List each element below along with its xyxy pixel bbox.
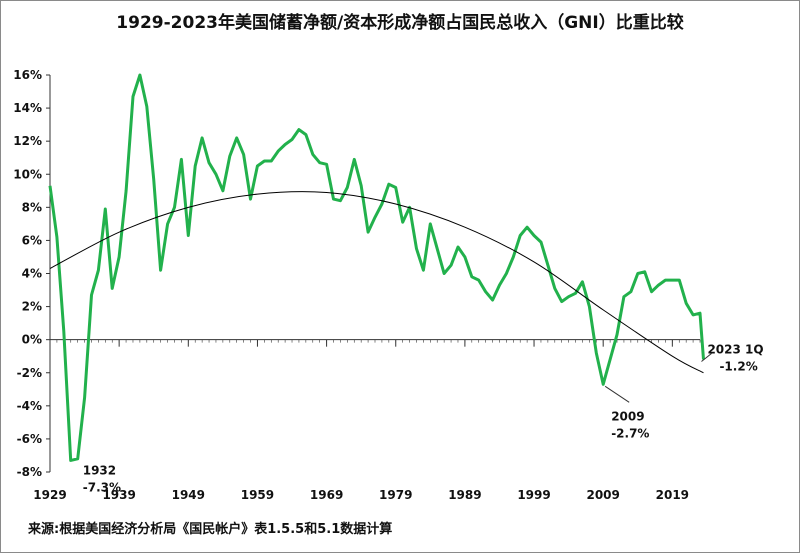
annotation-leader	[604, 385, 630, 403]
y-tick-label: 2%	[22, 300, 42, 314]
y-tick-label: 6%	[22, 233, 42, 247]
x-tick-label: 1949	[172, 488, 205, 502]
annotation-year-label: 2009	[611, 409, 644, 423]
x-tick-label: 1999	[517, 488, 550, 502]
x-tick-label: 1959	[241, 488, 274, 502]
chart-title: 1929-2023年美国储蓄净额/资本形成净额占国民总收入（GNI）比重比较	[116, 13, 684, 33]
y-tick-label: 16%	[13, 68, 42, 82]
axes: 16% 14% 12% 10% 8% 6% 4% 2% 0% -2% -4% -6% -8% 1929 19…	[13, 68, 701, 502]
annotation-year-label: 1932	[83, 463, 116, 477]
y-tick-label: 0%	[22, 333, 42, 347]
y-tick-label: 10%	[13, 167, 42, 181]
series-line	[48, 73, 705, 462]
x-tick-label: 1989	[448, 488, 481, 502]
annotation-value-label: -2.7%	[611, 426, 649, 440]
annotation-value-label: -1.2%	[719, 360, 757, 374]
y-tick-label: 12%	[13, 134, 42, 148]
series-layer	[48, 73, 705, 462]
y-tick-label: -2%	[17, 366, 42, 380]
x-tick-label: 1979	[379, 488, 412, 502]
annotation-value-label: -7.3%	[83, 480, 121, 494]
annotation-layer: 1932 -7.3% 2009 -2.7% 2023 1Q -1.2%	[83, 343, 764, 495]
x-tick-label: 2009	[586, 488, 619, 502]
y-tick-label: 8%	[22, 200, 42, 214]
x-tick-label: 2019	[656, 488, 689, 502]
x-tick-label: 1969	[310, 488, 343, 502]
y-tick-label: 4%	[22, 267, 42, 281]
y-tick-label: -6%	[17, 432, 42, 446]
y-tick-label: -4%	[17, 399, 42, 413]
x-tick-label: 1939	[102, 488, 135, 502]
trend-line	[49, 191, 704, 374]
x-tick-label: 1929	[33, 488, 66, 502]
y-tick-label: 14%	[13, 101, 42, 115]
annotation-year-label: 2023 1Q	[707, 343, 763, 357]
annotation-leader	[701, 353, 712, 362]
y-tick-label: -8%	[17, 465, 42, 479]
source-note: 来源:根据美国经济分析局《国民帐户》表1.5.5和5.1数据计算	[28, 522, 393, 537]
